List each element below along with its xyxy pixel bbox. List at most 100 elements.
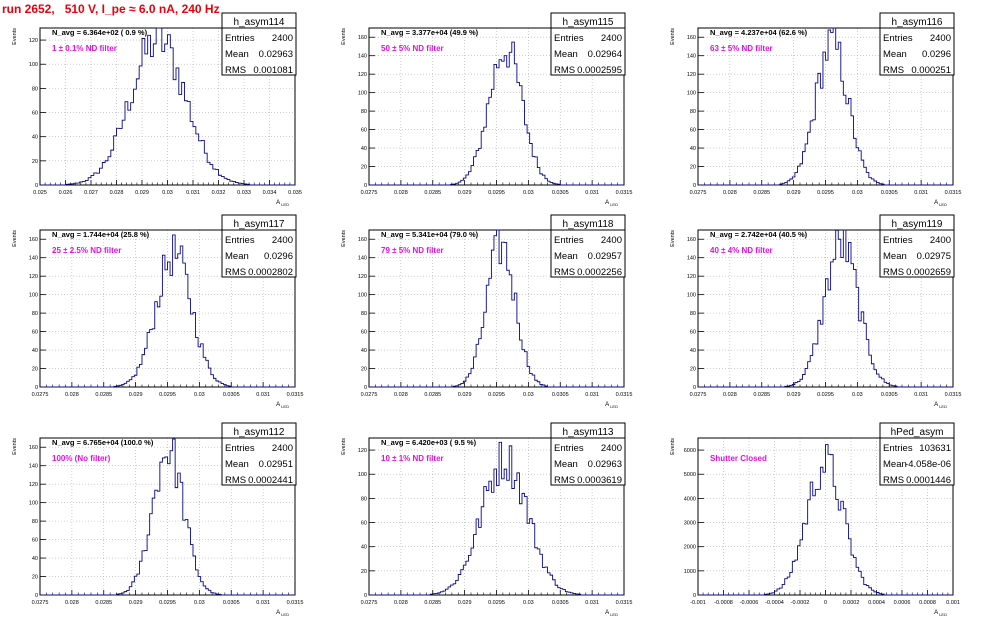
y-tick-label: 0 [35,593,38,599]
stats-rms-label: RMS [225,267,246,278]
y-tick-label: 3000 [684,521,696,527]
y-tick-label: 100 [29,501,38,507]
x-tick-label: -0.0006 [740,600,759,606]
y-tick-label: 4000 [684,496,696,502]
x-tick-label: 0.029 [135,190,149,196]
x-tick-label: 0.031 [256,392,270,398]
stats-rms-value: 0.000251 [911,65,951,76]
x-tick-label: 0.03 [194,600,205,606]
x-tick-label: 0.0295 [159,392,176,398]
x-tick-label: 0.03 [162,190,173,196]
stats-rms-label: RMS [883,65,904,76]
x-tick-label: 0.03 [523,190,534,196]
histogram-panel-h_asym114: 0.025 0.026 0.027 0.028 0.029 0.03 0.031 0.032 0… [12,12,302,207]
x-tick-label: 0.03 [523,392,534,398]
y-tick-label: 120 [687,274,696,280]
x-axis-label: A LED [605,200,618,207]
navg-label: N_avg = 2.742e+04 (40.5 %) [710,230,808,239]
y-tick-label: 80 [361,311,367,317]
stats-rms-label: RMS [225,475,246,486]
y-axis-label: Events [341,230,347,247]
stats-rms-value: 0.0002802 [248,267,293,278]
y-tick-label: 160 [358,35,367,41]
histogram-line [698,229,953,388]
x-tick-label: 0.031 [914,190,928,196]
stats-rms-value: 0.0002256 [577,267,622,278]
histogram-panel-h_asym113: 0.0275 0.028 0.0285 0.029 0.0295 0.03 0.0305 0.… [341,422,633,617]
x-tick-label: 0.029 [787,190,801,196]
filter-annotation: 100% (No filter) [52,454,111,463]
stats-frame [879,214,955,278]
stats-entries-label: Entries [225,235,255,246]
stats-rms-value: 0.0002659 [906,267,951,278]
x-tick-label: 0.0295 [159,600,176,606]
y-tick-label: 20 [32,159,38,165]
y-axis-label: Events [12,28,18,45]
x-tick-label: 0.0006 [894,600,911,606]
stats-entries-label: Entries [225,443,255,454]
y-tick-label: 120 [358,72,367,78]
y-tick-label: 140 [358,256,367,262]
x-tick-label: 0.028 [723,190,737,196]
x-tick-label: 0.0275 [361,190,378,196]
stats-mean-value: 0.02963 [259,49,293,60]
y-tick-label: 20 [690,165,696,171]
navg-label: N_avg = 6.420e+03 ( 9.5 %) [381,438,477,447]
x-tick-label: 0.0315 [287,600,304,606]
y-tick-label: 40 [32,135,38,141]
y-tick-label: 80 [690,311,696,317]
histogram-name: h_asym115 [563,17,614,28]
y-tick-label: 0 [364,385,367,391]
y-tick-label: 0 [364,593,367,599]
x-tick-label: 0.028 [394,392,408,398]
y-tick-label: 40 [32,348,38,354]
stats-frame [550,214,626,278]
filter-annotation: 1 ± 0.1% ND filter [52,44,117,53]
y-tick-label: 120 [29,482,38,488]
histogram-name: hPed_asym [891,427,944,438]
histogram-line [40,234,295,388]
histogram-line [40,438,295,596]
x-tick-label: 0.031 [186,190,200,196]
y-tick-label: 5000 [684,472,696,478]
x-tick-label: 0.028 [65,392,79,398]
x-tick-label: 0.0004 [868,600,885,606]
stats-mean-label: Mean [225,459,249,470]
y-tick-label: 20 [361,569,367,575]
y-tick-label: 6000 [684,448,696,454]
stats-entries-value: 2400 [272,235,293,246]
x-tick-label: 0.03 [852,392,863,398]
x-tick-label: 0.0285 [95,392,112,398]
x-tick-label: 0.0315 [616,600,633,606]
histogram-panel-h_asym117: 0.0275 0.028 0.0285 0.029 0.0295 0.03 0.0305 0.… [12,214,303,409]
x-axis-label: A LED [276,610,289,617]
y-tick-label: 60 [32,111,38,117]
stats-entries-value: 2400 [272,443,293,454]
stats-mean-value: 0.0296 [264,251,293,262]
stats-entries-label: Entries [554,443,584,454]
y-tick-label: 0 [693,385,696,391]
x-tick-label: 0.03 [523,600,534,606]
x-axis-label: A LED [605,610,618,617]
x-tick-label: 0.031 [585,392,599,398]
x-axis-label: A LED [934,402,947,409]
y-tick-label: 120 [29,38,38,44]
stats-box: h_asym118 Entries 2400 Mean 0.02957 RMS 0.0002… [550,214,626,278]
stats-entries-value: 2400 [601,235,622,246]
x-tick-label: 0.029 [458,600,472,606]
y-tick-label: 40 [361,348,367,354]
stats-mean-label: Mean [883,49,907,60]
stats-box: h_asym115 Entries 2400 Mean 0.02964 RMS 0.0002… [550,12,626,76]
x-tick-label: 0.026 [59,190,73,196]
stats-entries-value: 103631 [919,443,951,454]
stats-rms-label: RMS [554,267,575,278]
x-tick-label: 0.028 [110,190,124,196]
stats-frame [221,214,297,278]
y-tick-label: 100 [358,293,367,299]
x-tick-label: 0.028 [65,600,79,606]
y-tick-label: 80 [32,86,38,92]
x-tick-label: 0.0315 [616,190,633,196]
y-tick-label: 100 [687,91,696,97]
x-axis-label: A LED [605,402,618,409]
